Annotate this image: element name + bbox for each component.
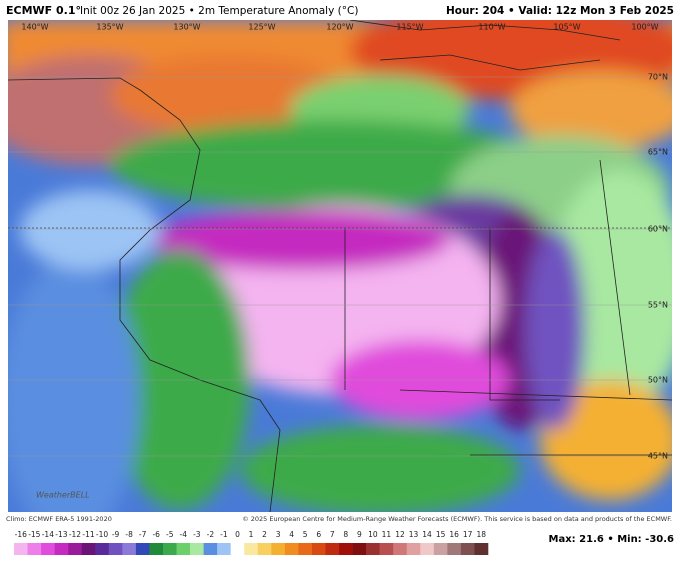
colorbar-cell — [379, 543, 394, 555]
colorbar-cell — [474, 543, 489, 555]
colorbar-cell — [406, 543, 421, 555]
colorbar-cell — [420, 543, 435, 555]
extremes: Max: 21.6 • Min: -30.6 — [549, 534, 675, 545]
colorbar-cell — [135, 543, 150, 555]
colorbar-cell — [41, 543, 55, 555]
colorbar-label: -8 — [125, 530, 133, 539]
colorbar-label: 6 — [316, 530, 321, 539]
colorbar-cell — [433, 543, 448, 555]
colorbar-label: 3 — [276, 530, 281, 539]
colorbar-cell — [68, 543, 83, 555]
colorbar-cell — [14, 543, 28, 555]
colorbar-label: -1 — [220, 530, 228, 539]
lat-label: 65°N — [648, 148, 668, 157]
colorbar-label: -6 — [152, 530, 160, 539]
lat-label: 70°N — [648, 73, 668, 82]
lon-label: 105°W — [553, 23, 580, 32]
colorbar-cell — [203, 543, 218, 555]
colorbar-cell — [325, 543, 340, 555]
colorbar-label: 16 — [449, 530, 459, 539]
colorbar-label: 4 — [289, 530, 294, 539]
colorbar-label: 18 — [476, 530, 486, 539]
colorbar-cell — [190, 543, 204, 555]
colorbar-cell — [460, 543, 475, 555]
colorbar-cell — [352, 543, 367, 555]
map — [8, 20, 672, 512]
lat-label: 45°N — [648, 452, 668, 461]
lon-label: 125°W — [248, 23, 275, 32]
colorbar-label: -9 — [112, 530, 120, 539]
colorbar-label: -7 — [139, 530, 147, 539]
lon-label: 140°W — [21, 23, 48, 32]
colorbar-label: 1 — [249, 530, 254, 539]
colorbar-cell — [217, 543, 231, 555]
colorbar-cell — [393, 543, 408, 555]
colorbar-label: -2 — [207, 530, 215, 539]
colorbar-cell — [230, 543, 245, 555]
colorbar-label: -13 — [55, 530, 67, 539]
colorbar-cell — [176, 543, 191, 555]
colorbar-cell — [257, 543, 272, 555]
colorbar-label: 12 — [395, 530, 405, 539]
colorbar-cell — [122, 543, 137, 555]
colorbar-cell — [108, 543, 123, 555]
colorbar-cell — [244, 543, 259, 555]
colorbar-label: 2 — [262, 530, 267, 539]
colorbar-cell — [27, 543, 42, 555]
colorbar-cell — [149, 543, 164, 555]
lat-label: 55°N — [648, 301, 668, 310]
colorbar-cell — [339, 543, 353, 555]
colorbar-label: -4 — [180, 530, 188, 539]
colorbar-label: -3 — [193, 530, 201, 539]
colorbar-label: 10 — [368, 530, 378, 539]
colorbar-label: 5 — [303, 530, 308, 539]
watermark: WeatherBELL — [36, 491, 90, 500]
description: Init 00z 26 Jan 2025 • 2m Temperature An… — [80, 5, 358, 17]
colorbar-cell — [81, 543, 96, 555]
lon-label: 130°W — [173, 23, 200, 32]
colorbar-label: 7 — [330, 530, 335, 539]
colorbar-cell — [298, 543, 313, 555]
climo: Climo: ECMWF ERA-5 1991-2020 — [6, 515, 112, 523]
colorbar-label: -5 — [166, 530, 174, 539]
lon-label: 115°W — [396, 23, 423, 32]
colorbar-label: 15 — [436, 530, 446, 539]
colorbar-cell — [54, 543, 69, 555]
lon-label: 135°W — [96, 23, 123, 32]
colorbar-label: 0 — [235, 530, 240, 539]
colorbar-label: -10 — [96, 530, 108, 539]
colorbar-label: -12 — [69, 530, 81, 539]
lon-label: 110°W — [478, 23, 505, 32]
colorbar-label: -15 — [28, 530, 40, 539]
colorbar-cell — [311, 543, 326, 555]
colorbar-cell — [271, 543, 286, 555]
colorbar-cell — [447, 543, 462, 555]
credit: © 2025 European Centre for Medium-Range … — [242, 515, 672, 523]
colorbar-label: 17 — [463, 530, 473, 539]
colorbar-cell — [162, 543, 177, 555]
colorbar-label: -11 — [82, 530, 94, 539]
colorbar-label: 11 — [382, 530, 392, 539]
colorbar-label: 13 — [409, 530, 419, 539]
colorbar-label: 14 — [422, 530, 432, 539]
lat-label: 50°N — [648, 376, 668, 385]
model: ECMWF 0.1° — [6, 4, 81, 17]
colorbar-cell — [366, 543, 380, 555]
colorbar-cell — [284, 543, 299, 555]
colorbar-cell — [95, 543, 110, 555]
lon-label: 120°W — [326, 23, 353, 32]
colorbar-label: -16 — [15, 530, 27, 539]
lon-label: 100°W — [631, 23, 658, 32]
valid-time: Hour: 204 • Valid: 12z Mon 3 Feb 2025 — [446, 5, 674, 17]
colorbar-label: 9 — [357, 530, 362, 539]
lat-label: 60°N — [648, 225, 668, 234]
colorbar-label: -14 — [42, 530, 54, 539]
colorbar-label: 8 — [343, 530, 348, 539]
